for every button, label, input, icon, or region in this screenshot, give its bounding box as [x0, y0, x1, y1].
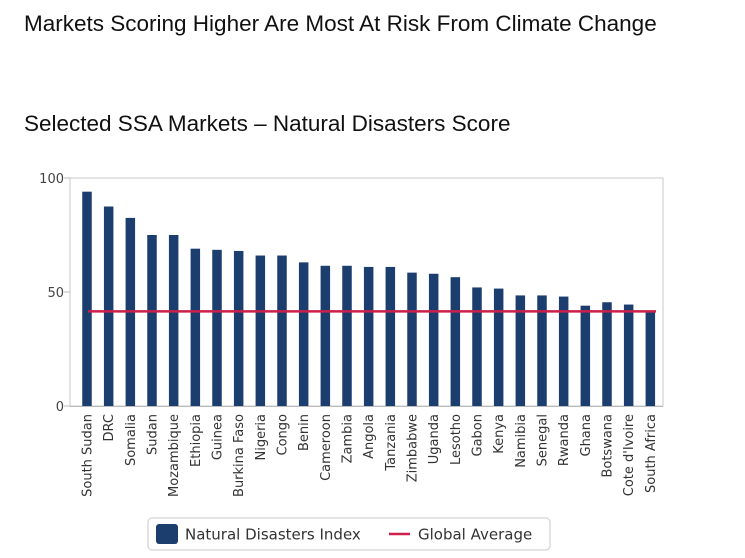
- x-tick-label: Senegal: [536, 414, 551, 466]
- x-tick-label: Ghana: [579, 414, 594, 457]
- x-tick-label: South Africa: [644, 414, 659, 493]
- bar-ghana[interactable]: [580, 305, 591, 406]
- y-tick-label: 100: [39, 172, 64, 187]
- bar-kenya[interactable]: [493, 288, 504, 406]
- bar-drc[interactable]: [103, 206, 114, 407]
- bar-congo[interactable]: [277, 255, 287, 406]
- x-tick-label: Mozambique: [167, 414, 182, 497]
- bar-botswana[interactable]: [602, 302, 612, 406]
- bar-rwanda[interactable]: [558, 296, 569, 406]
- bar-senegal[interactable]: [537, 295, 547, 406]
- x-tick-label: Sudan: [146, 414, 161, 455]
- bar-sudan[interactable]: [147, 235, 157, 406]
- y-tick-label: 0: [56, 400, 64, 415]
- x-tick-label: Uganda: [427, 414, 442, 464]
- x-axis-labels: South Sudan DRC Somalia Sudan Mozambique Ethi…: [81, 414, 659, 497]
- x-tick-label: Benin: [297, 414, 312, 451]
- x-tick-label: Zimbabwe: [406, 414, 421, 482]
- x-tick-label: Burkina Faso: [232, 414, 247, 497]
- x-tick-label: Tanzania: [384, 414, 399, 472]
- bar-tanzania[interactable]: [385, 266, 396, 406]
- bar-nigeria[interactable]: [255, 255, 266, 406]
- bar-benin[interactable]: [298, 262, 309, 406]
- legend-box: [147, 517, 551, 551]
- x-tick-label: Angola: [362, 414, 377, 459]
- bar-ethiopia[interactable]: [190, 248, 201, 406]
- chart-subtitle: Selected SSA Markets – Natural Disasters…: [24, 111, 511, 136]
- x-tick-label: Namibia: [514, 414, 529, 468]
- bar-cameroon[interactable]: [320, 265, 331, 406]
- bar-cote-d-ivoire[interactable]: [623, 304, 634, 406]
- bar-series: [82, 191, 656, 407]
- x-tick-label: Cote d'Ivoire: [622, 414, 637, 496]
- bar-mozambique[interactable]: [168, 235, 179, 406]
- bar-zambia[interactable]: [342, 265, 352, 406]
- x-tick-label: Kenya: [492, 414, 507, 454]
- bar-zimbabwe[interactable]: [407, 272, 417, 406]
- x-tick-label: Cameroon: [319, 414, 334, 481]
- x-tick-label: Nigeria: [254, 414, 269, 461]
- legend-label-global-average[interactable]: Global Average: [418, 526, 532, 544]
- y-axis: 0 50 100: [39, 172, 70, 415]
- legend-label-natural-disasters-index[interactable]: Natural Disasters Index: [185, 526, 361, 544]
- bar-gabon[interactable]: [472, 287, 482, 406]
- y-tick-label: 50: [47, 286, 64, 301]
- bar-uganda[interactable]: [428, 273, 439, 406]
- bar-burkina-faso[interactable]: [233, 250, 244, 406]
- legend-swatch-bar: [156, 524, 178, 544]
- page-title: Markets Scoring Higher Are Most At Risk …: [24, 11, 657, 36]
- x-tick-label: Lesotho: [449, 414, 464, 465]
- bar-guinea[interactable]: [212, 249, 222, 406]
- x-tick-label: Somalia: [124, 414, 139, 466]
- legend[interactable]: Natural Disasters Index Global Average: [147, 517, 551, 551]
- x-tick-label: Rwanda: [557, 414, 572, 466]
- x-tick-label: Congo: [276, 414, 291, 456]
- bar-namibia[interactable]: [515, 295, 526, 406]
- bar-lesotho[interactable]: [450, 277, 461, 406]
- x-tick-label: Ethiopia: [189, 414, 204, 467]
- x-tick-label: Botswana: [601, 414, 616, 478]
- x-tick-label: Zambia: [341, 414, 356, 463]
- x-tick-label: South Sudan: [81, 414, 96, 497]
- bar-angola[interactable]: [363, 266, 374, 406]
- x-tick-label: Gabon: [471, 414, 486, 457]
- x-tick-label: DRC: [102, 414, 117, 441]
- bar-south-sudan[interactable]: [82, 191, 92, 406]
- bar-south-africa[interactable]: [645, 312, 656, 406]
- x-tick-label: Guinea: [211, 414, 226, 460]
